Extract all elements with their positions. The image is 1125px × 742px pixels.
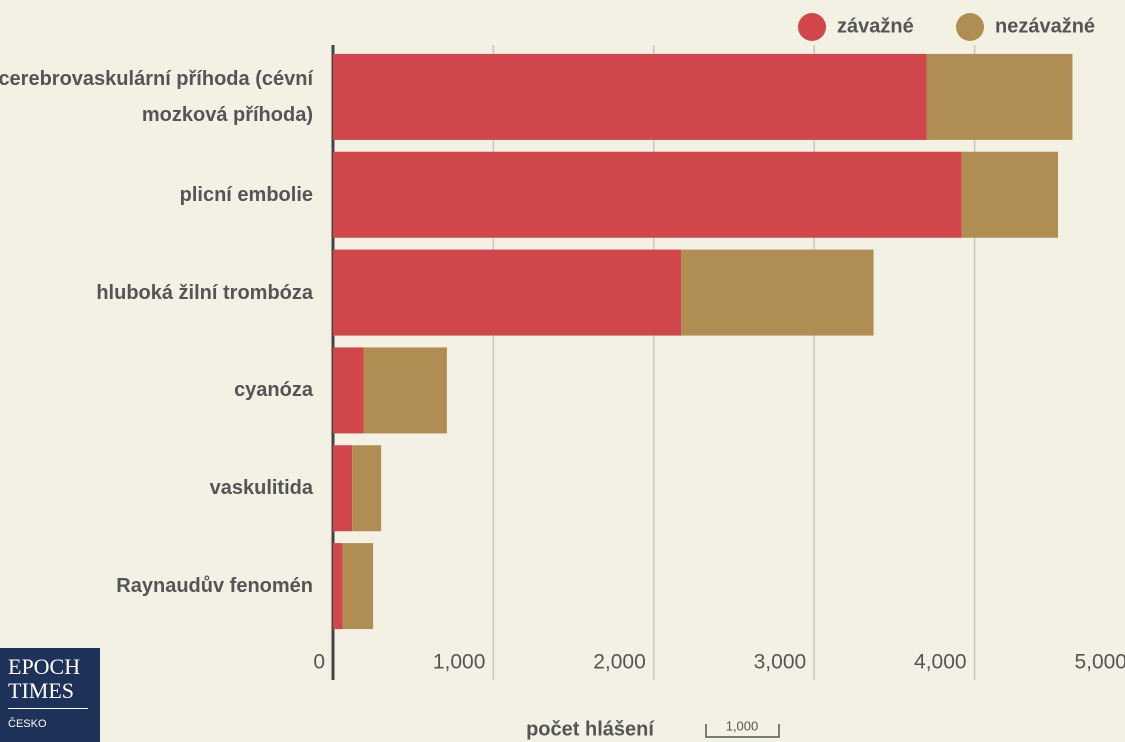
bar [333,249,682,336]
x-tick-label: 4,000 [914,651,967,674]
x-tick-label: 0 [313,651,325,674]
legend-label: závažné [837,15,914,37]
logo: EPOCH TIMES ČESKO [0,648,100,742]
bar [342,543,374,630]
bar [333,347,364,434]
y-tick-label: vaskulitida [209,477,313,500]
bar [352,445,382,532]
y-tick-label: cerebrovaskulární příhoda (cévní mozková… [0,67,313,126]
bar [333,445,353,532]
legend-label: nezávažné [995,15,1095,37]
scale-label: 1,000 [726,718,759,733]
bar [926,53,1073,140]
legend-swatch [798,13,826,41]
scale-bracket [705,724,780,738]
y-tick-label: Raynaudův fenomén [116,575,313,598]
x-tick-label: 1,000 [433,651,486,674]
legend-swatch [956,13,984,41]
bar [333,53,927,140]
bar [681,249,874,336]
bar [333,543,343,630]
logo-line: TIMES [8,678,74,703]
x-tick-label: 3,000 [754,651,807,674]
logo-line: EPOCH [8,654,81,679]
y-tick-label: plicní embolie [179,183,313,206]
y-tick-label: hluboká žilní trombóza [96,281,313,304]
x-tick-label: 2,000 [593,651,646,674]
bar [363,347,447,434]
bar [961,151,1059,238]
bar [333,151,962,238]
x-axis-label: počet hlášení [526,718,655,740]
logo-line: ČESKO [8,718,47,730]
y-tick-label: cyanóza [234,379,313,402]
x-tick-label: 5,000 [1074,651,1125,674]
